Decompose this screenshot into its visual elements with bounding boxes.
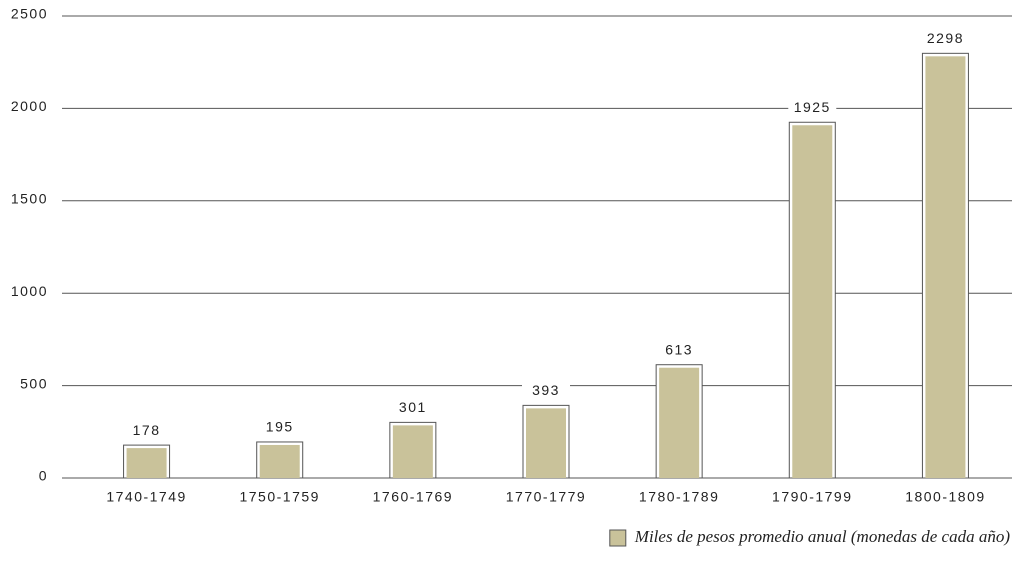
x-tick-label: 1750-1759 [239,489,319,505]
bar [526,408,566,478]
bar [792,125,833,478]
bar [392,425,433,478]
value-label: 195 [266,419,294,435]
value-label: 178 [133,422,161,438]
x-tick-label: 1760-1769 [373,489,453,505]
value-label-bg [255,417,304,436]
value-label-bg [921,29,970,48]
legend-text: Miles de pesos promedio anual (monedas d… [634,527,1011,546]
x-tick-label: 1800-1809 [905,489,985,505]
value-label: 613 [665,341,693,357]
y-tick-label: 1000 [11,283,48,299]
x-tick-label: 1770-1779 [506,489,586,505]
y-tick-label: 1500 [11,191,48,207]
value-label-bg [122,421,171,440]
x-tick-label: 1740-1749 [106,489,186,505]
value-label: 1925 [794,99,831,115]
x-tick-label: 1780-1789 [639,489,719,505]
legend-swatch [609,529,627,547]
value-label-bg [388,398,437,417]
value-label-bg [788,98,837,117]
value-label: 393 [532,382,560,398]
value-label-bg [655,340,704,359]
y-tick-label: 2000 [11,98,48,114]
bar [659,367,700,478]
y-tick-label: 0 [39,468,48,484]
value-label: 2298 [927,30,964,46]
bar [925,56,966,479]
value-label: 301 [399,399,427,415]
bar [259,444,300,478]
x-tick-label: 1790-1799 [772,489,852,505]
y-tick-label: 500 [20,375,48,391]
y-tick-label: 2500 [11,6,48,22]
bar [126,448,167,478]
value-label-bg [522,381,570,400]
